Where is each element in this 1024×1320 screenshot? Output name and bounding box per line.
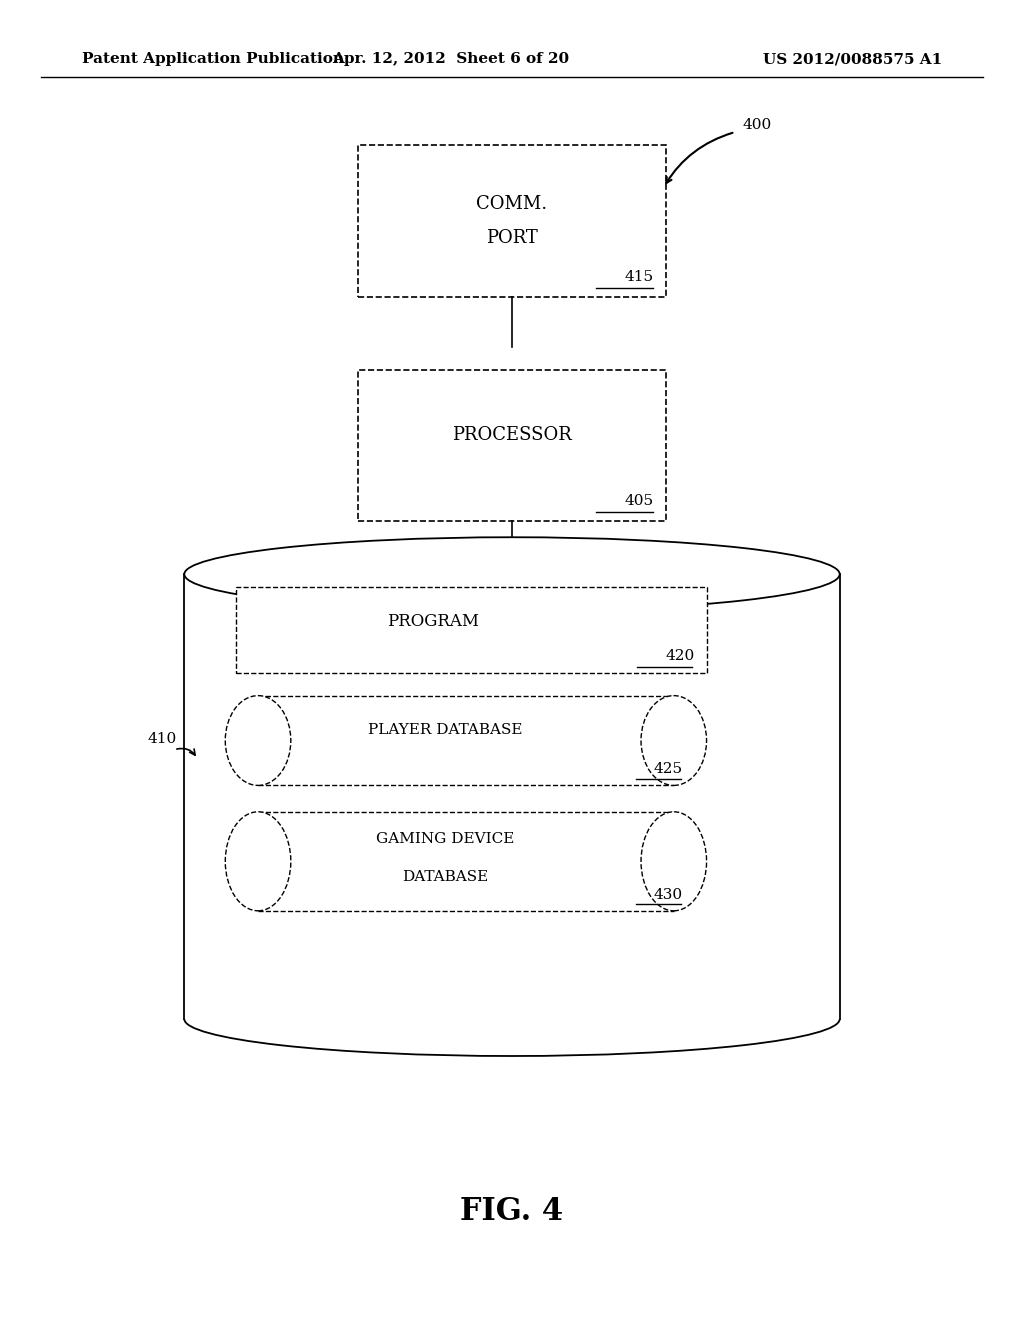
Text: 400: 400 xyxy=(742,119,772,132)
Text: COMM.: COMM. xyxy=(476,195,548,213)
Ellipse shape xyxy=(641,696,707,785)
Text: GAMING DEVICE: GAMING DEVICE xyxy=(376,832,515,846)
Text: 410: 410 xyxy=(147,733,176,746)
Text: Patent Application Publication: Patent Application Publication xyxy=(82,53,344,66)
FancyBboxPatch shape xyxy=(258,812,674,911)
Text: 430: 430 xyxy=(654,887,683,902)
Text: 405: 405 xyxy=(625,494,653,508)
Text: PLAYER DATABASE: PLAYER DATABASE xyxy=(369,723,522,737)
FancyBboxPatch shape xyxy=(184,574,840,1019)
FancyBboxPatch shape xyxy=(258,696,674,785)
Text: DATABASE: DATABASE xyxy=(402,870,488,884)
FancyBboxPatch shape xyxy=(358,145,666,297)
Text: PROGRAM: PROGRAM xyxy=(387,612,479,630)
Text: 415: 415 xyxy=(625,269,653,284)
Text: FIG. 4: FIG. 4 xyxy=(461,1196,563,1228)
Text: 420: 420 xyxy=(665,648,694,663)
Text: PROCESSOR: PROCESSOR xyxy=(453,426,571,444)
Ellipse shape xyxy=(225,696,291,785)
FancyBboxPatch shape xyxy=(236,587,707,673)
Text: 425: 425 xyxy=(654,762,683,776)
Ellipse shape xyxy=(184,537,840,611)
Ellipse shape xyxy=(225,812,291,911)
Text: Apr. 12, 2012  Sheet 6 of 20: Apr. 12, 2012 Sheet 6 of 20 xyxy=(332,53,569,66)
FancyBboxPatch shape xyxy=(358,370,666,521)
Text: PORT: PORT xyxy=(486,230,538,247)
Text: US 2012/0088575 A1: US 2012/0088575 A1 xyxy=(763,53,942,66)
Ellipse shape xyxy=(641,812,707,911)
